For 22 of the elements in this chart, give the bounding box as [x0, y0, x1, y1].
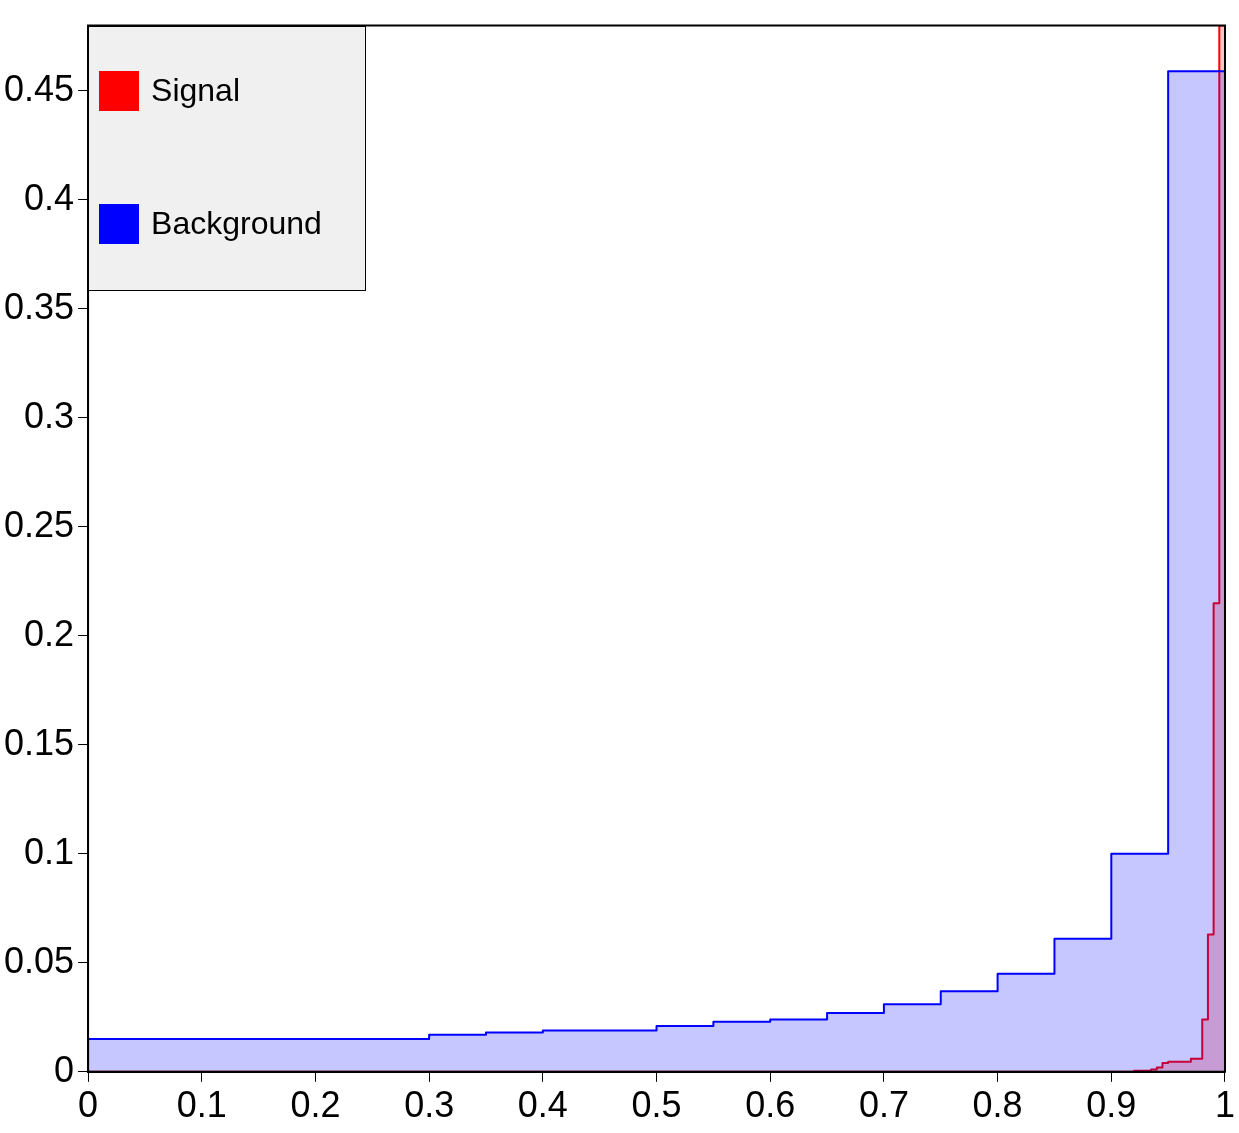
x-tick-label: 0.1	[176, 1084, 227, 1126]
y-tick-label: 0.3	[24, 394, 75, 436]
x-tick-label: 1	[1214, 1084, 1235, 1126]
legend-label: Background	[151, 205, 322, 243]
y-tick-label: 0.25	[3, 503, 75, 545]
x-tick-label: 0.8	[972, 1084, 1023, 1126]
x-tick-label: 0.7	[858, 1084, 909, 1126]
y-tick-label: 0.15	[3, 721, 75, 763]
y-tick-label: 0.45	[3, 67, 75, 109]
x-tick-label: 0.6	[745, 1084, 796, 1126]
y-tick-label: 0.35	[3, 285, 75, 327]
y-tick-label: 0.4	[24, 176, 75, 218]
y-tick-label: 0.1	[24, 830, 75, 872]
x-tick-label: 0.9	[1086, 1084, 1137, 1126]
x-tick-label: 0.5	[631, 1084, 682, 1126]
y-tick-label: 0.2	[24, 612, 75, 654]
x-tick-label: 0.2	[290, 1084, 341, 1126]
y-tick-label: 0.05	[3, 939, 75, 981]
x-tick-label: 0.3	[404, 1084, 455, 1126]
x-tick-label: 0.4	[517, 1084, 568, 1126]
legend-label: Signal	[151, 72, 241, 110]
y-tick-label: 0	[54, 1048, 75, 1090]
